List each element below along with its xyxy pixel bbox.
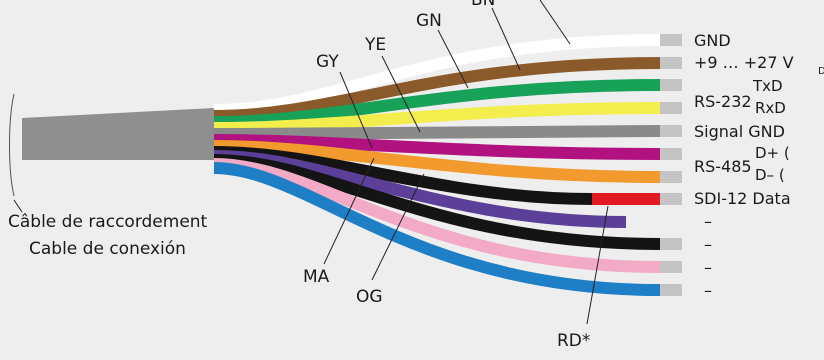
signal-rxd: RxD bbox=[755, 99, 786, 117]
signal-unused-2: – bbox=[704, 235, 712, 254]
ferrule-8 bbox=[660, 194, 682, 204]
signal-gnd: GND bbox=[694, 31, 731, 50]
ferrule-10 bbox=[660, 262, 682, 272]
ferrule-6 bbox=[660, 149, 682, 159]
cable-jacket bbox=[10, 94, 215, 196]
signal-power: +9 … +27 V bbox=[694, 53, 794, 72]
signal-unused-1: – bbox=[704, 212, 712, 231]
signal-power-sub: DC bbox=[818, 66, 824, 77]
ferrule-11 bbox=[660, 285, 682, 295]
code-bn: BN bbox=[471, 0, 495, 10]
signal-d-minus: D– ( bbox=[755, 166, 785, 184]
wire-grey bbox=[214, 131, 660, 134]
signal-unused-3: – bbox=[704, 258, 712, 277]
wire-ferrules bbox=[660, 35, 682, 295]
signal-unused-4: – bbox=[704, 281, 712, 300]
ferrule-7 bbox=[660, 172, 682, 182]
cable-end-outline bbox=[10, 94, 15, 196]
leader-wh bbox=[540, 0, 570, 44]
ferrule-5 bbox=[660, 126, 682, 136]
code-gy: GY bbox=[316, 52, 339, 72]
code-og: OG bbox=[356, 287, 383, 307]
ferrule-9 bbox=[660, 239, 682, 249]
group-rs485: RS-485 bbox=[694, 157, 752, 176]
signal-signal-gnd: Signal GND bbox=[694, 122, 785, 141]
ferrule-3 bbox=[660, 80, 682, 90]
code-ye: YE bbox=[364, 35, 386, 55]
signal-txd: TxD bbox=[752, 77, 783, 95]
signal-d-plus: D+ ( bbox=[755, 144, 790, 162]
ferrule-1 bbox=[660, 35, 682, 45]
leader-bn bbox=[492, 8, 520, 70]
cable-label-es: Cable de conexión bbox=[29, 239, 186, 259]
ferrule-2 bbox=[660, 58, 682, 68]
jacket-body bbox=[22, 108, 214, 160]
cable-label-fr: Câble de raccordement bbox=[8, 212, 208, 232]
wire-bundle bbox=[214, 40, 660, 290]
leader-cable bbox=[14, 200, 22, 212]
code-ma: MA bbox=[303, 267, 330, 287]
signal-sdi12: SDI-12 Data bbox=[694, 189, 791, 208]
ferrule-4 bbox=[660, 103, 682, 113]
group-rs232: RS-232 bbox=[694, 92, 752, 111]
signal-labels: GND +9 … +27 V DC RS-232 TxD RxD Signal … bbox=[694, 31, 824, 300]
code-gn: GN bbox=[416, 11, 442, 31]
code-rd: RD* bbox=[557, 331, 590, 351]
